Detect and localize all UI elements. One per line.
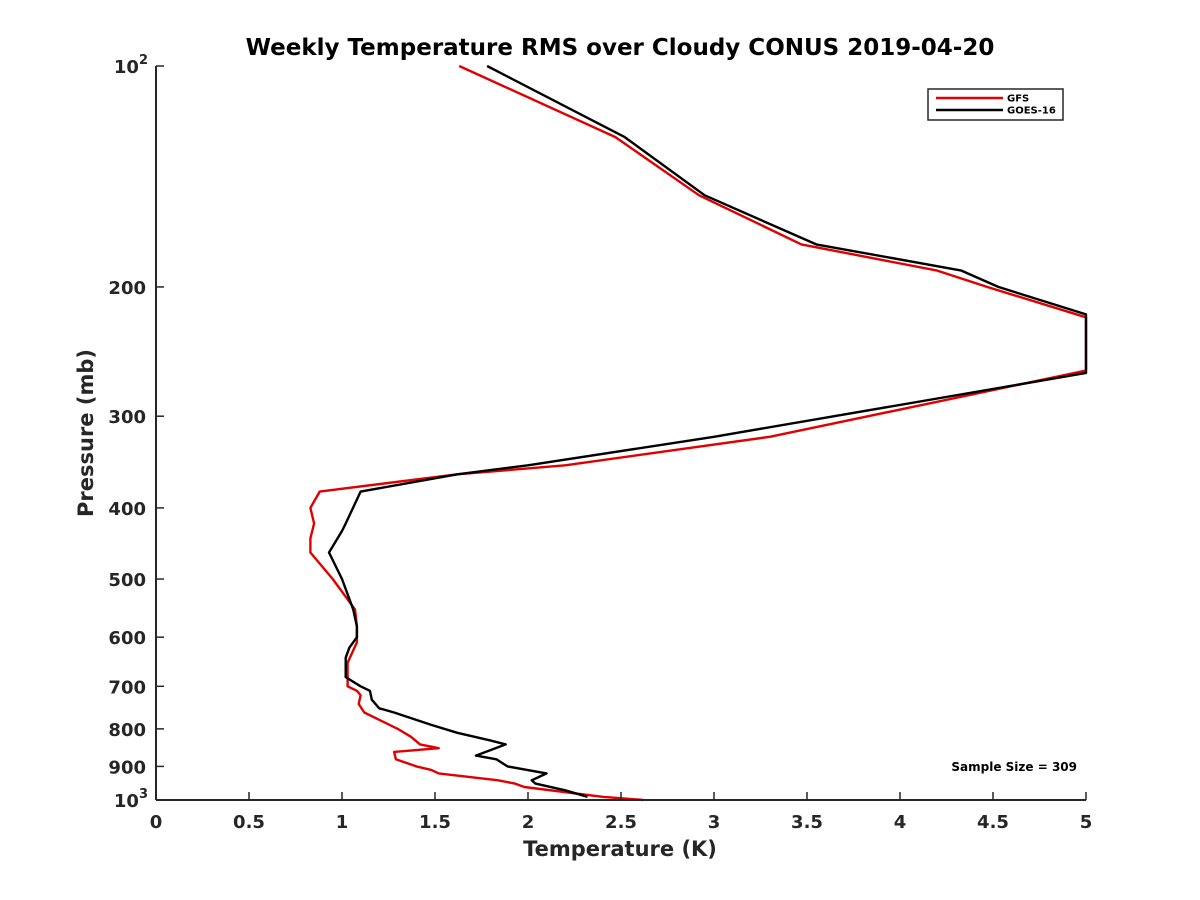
legend-label: GOES-16 <box>1007 106 1056 117</box>
series-layer <box>309 64 1088 802</box>
y-tick-exponent: 2 <box>139 53 148 68</box>
x-tick-label: 5 <box>1080 812 1093 833</box>
y-tick-label: 103 <box>114 787 148 812</box>
x-tick-label: 0 <box>150 812 163 833</box>
y-tick-label: 300 <box>108 407 146 428</box>
y-tick-label: 700 <box>108 677 146 698</box>
x-axis-ticks: 0 0.5 1 1.5 2 2.5 3 3.5 4 4.5 5 <box>150 792 1093 833</box>
x-tick-label: 1 <box>336 812 349 833</box>
y-tick-label: 600 <box>108 628 146 649</box>
x-tick-label: 3.5 <box>791 812 823 833</box>
y-tick-exponent: 3 <box>139 787 148 802</box>
y-tick-label: 900 <box>108 757 146 778</box>
x-tick-label: 2 <box>522 812 535 833</box>
x-tick-label: 3 <box>708 812 721 833</box>
chart-title: Weekly Temperature RMS over Cloudy CONUS… <box>246 35 995 61</box>
x-tick-label: 4.5 <box>977 812 1009 833</box>
x-tick-label: 0.5 <box>233 812 265 833</box>
x-tick-label: 4 <box>894 812 907 833</box>
y-tick-label: 102 <box>114 53 148 78</box>
series-line-gfs <box>309 64 1088 802</box>
y-tick-label: 800 <box>108 720 146 741</box>
plot-area: 0 0.5 1 1.5 2 2.5 3 3.5 4 4.5 5 102200300400500600… <box>108 53 1092 833</box>
legend-box <box>927 88 1064 121</box>
x-tick-label: 1.5 <box>419 812 451 833</box>
sample-size-annotation: Sample Size = 309 <box>951 760 1077 774</box>
series-line-goes-16 <box>327 64 1088 798</box>
legend-label: GFS <box>1007 94 1029 105</box>
y-tick-label: 400 <box>108 499 146 520</box>
y-tick-base: 10 <box>114 791 139 812</box>
y-axis-title: Pressure (mb) <box>74 349 98 517</box>
y-tick-label: 200 <box>108 278 146 299</box>
y-tick-label: 500 <box>108 570 146 591</box>
y-tick-base: 10 <box>114 57 139 78</box>
x-tick-label: 2.5 <box>605 812 637 833</box>
x-axis-title: Temperature (K) <box>523 837 717 861</box>
